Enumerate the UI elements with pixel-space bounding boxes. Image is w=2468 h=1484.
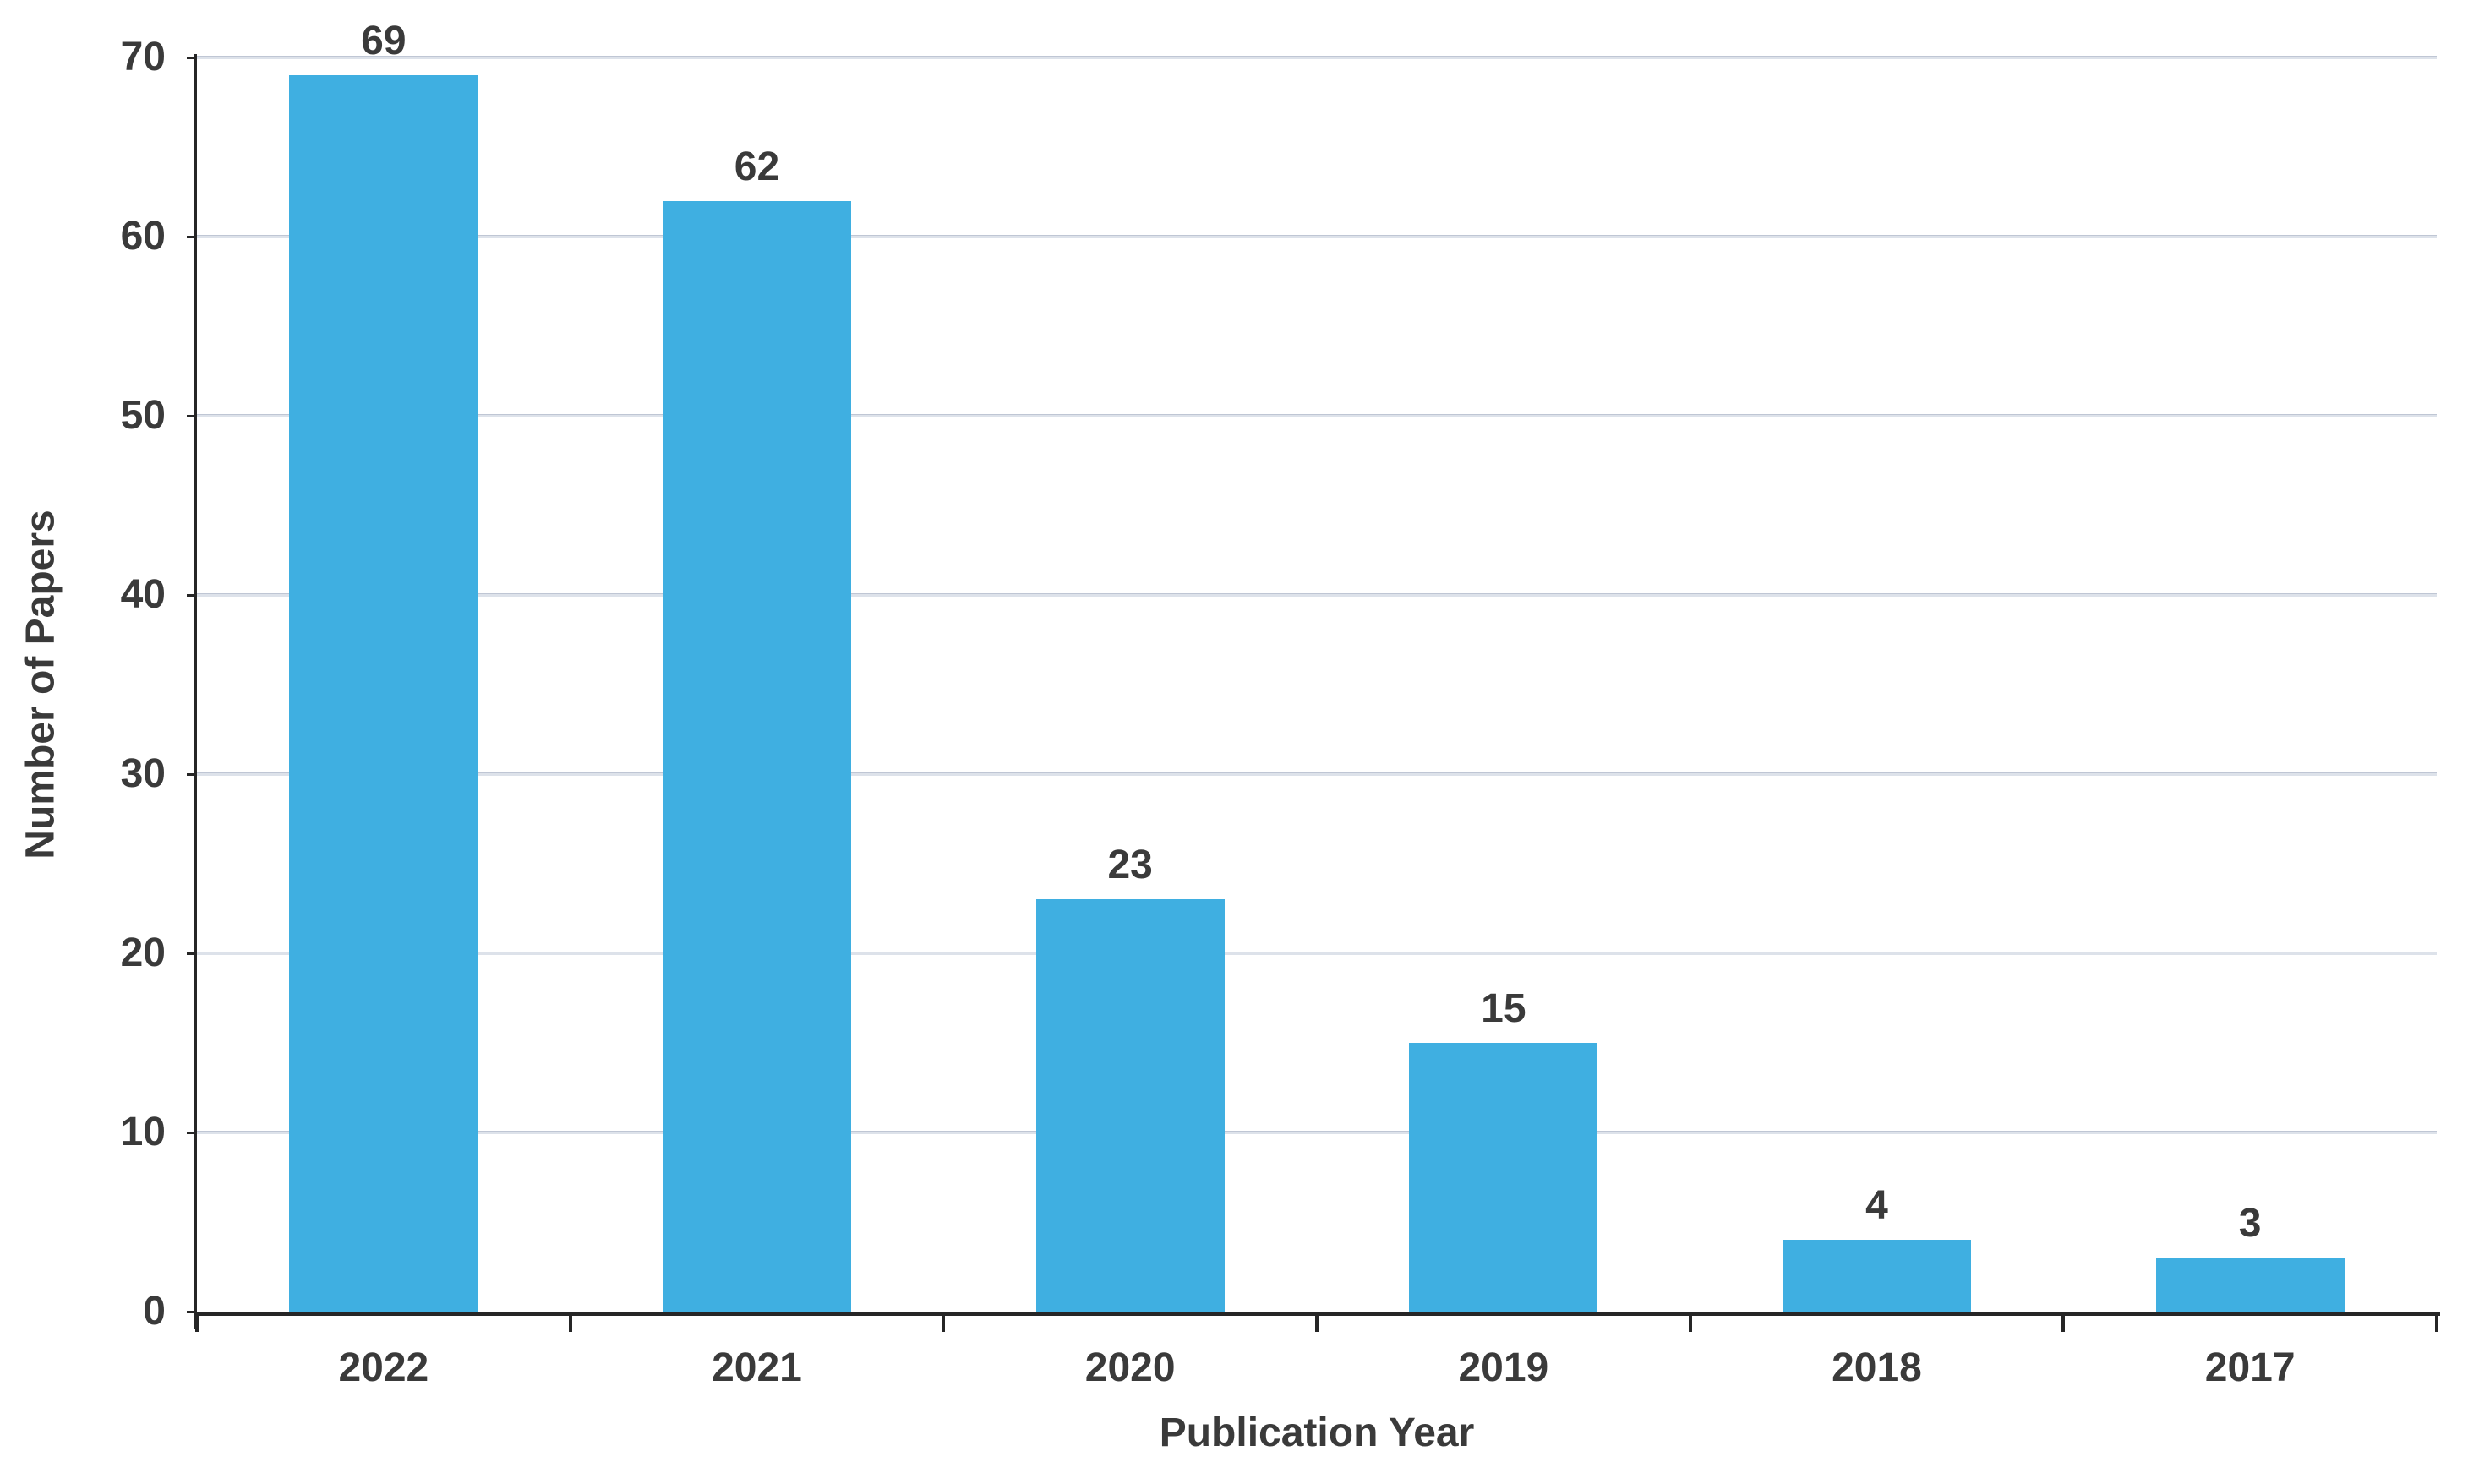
- y-tick-label-40: 40: [120, 572, 166, 617]
- y-axis-tick-10: [187, 1132, 197, 1134]
- gridline-50: [197, 414, 2437, 417]
- bar-2022: [289, 75, 478, 1312]
- y-tick-label-20: 20: [120, 930, 166, 975]
- y-tick-label-60: 60: [120, 214, 166, 259]
- bar-value-label-2017: 3: [2238, 1201, 2262, 1247]
- y-axis-tick-60: [187, 236, 197, 238]
- gridline-40: [197, 593, 2437, 597]
- x-axis-tick-1: [568, 1312, 572, 1332]
- x-axis-tick-5: [2061, 1312, 2066, 1332]
- y-tick-label-0: 0: [143, 1289, 166, 1334]
- bar-value-label-2020: 23: [1107, 843, 1153, 888]
- y-tick-label-30: 30: [120, 751, 166, 796]
- x-tick-label-2022: 2022: [338, 1345, 429, 1390]
- x-axis-line: [194, 1312, 2440, 1316]
- y-axis-tick-70: [187, 57, 197, 59]
- y-axis-tick-30: [187, 773, 197, 776]
- y-axis-tick-20: [187, 952, 197, 955]
- bar-value-label-2022: 69: [361, 19, 407, 64]
- y-axis-tick-40: [187, 594, 197, 597]
- x-tick-label-2019: 2019: [1458, 1345, 1549, 1390]
- y-axis-tick-50: [187, 415, 197, 417]
- x-axis-tick-2: [942, 1312, 946, 1332]
- y-tick-label-70: 70: [120, 35, 166, 79]
- bar-2017: [2155, 1258, 2345, 1312]
- bar-2019: [1409, 1043, 1598, 1312]
- x-axis-tick-4: [1688, 1312, 1692, 1332]
- x-axis-title: Publication Year: [1159, 1410, 1475, 1455]
- gridline-30: [197, 772, 2437, 776]
- x-axis-tick-0: [195, 1312, 199, 1332]
- bar-value-label-2021: 62: [734, 144, 780, 189]
- gridline-10: [197, 1131, 2437, 1134]
- x-axis-tick-3: [1315, 1312, 1319, 1332]
- y-tick-label-10: 10: [120, 1110, 166, 1154]
- gridline-60: [197, 235, 2437, 238]
- x-tick-label-2017: 2017: [2204, 1345, 2296, 1390]
- bar-value-label-2018: 4: [1865, 1183, 1888, 1229]
- y-axis-line: [194, 54, 197, 1329]
- gridline-70: [197, 56, 2437, 59]
- y-tick-label-50: 50: [120, 393, 166, 438]
- y-axis-title: Number of Papers: [18, 510, 63, 859]
- bar-value-label-2019: 15: [1481, 986, 1526, 1031]
- bar-2021: [663, 200, 851, 1312]
- bar-2018: [1783, 1240, 1971, 1312]
- x-tick-label-2021: 2021: [712, 1345, 802, 1390]
- gridline-20: [197, 952, 2437, 955]
- y-axis-tick-0: [187, 1311, 197, 1313]
- bar-2020: [1035, 899, 1225, 1312]
- x-axis-tick-6: [2435, 1312, 2438, 1332]
- x-tick-label-2018: 2018: [1832, 1345, 1922, 1390]
- x-tick-label-2020: 2020: [1084, 1345, 1176, 1390]
